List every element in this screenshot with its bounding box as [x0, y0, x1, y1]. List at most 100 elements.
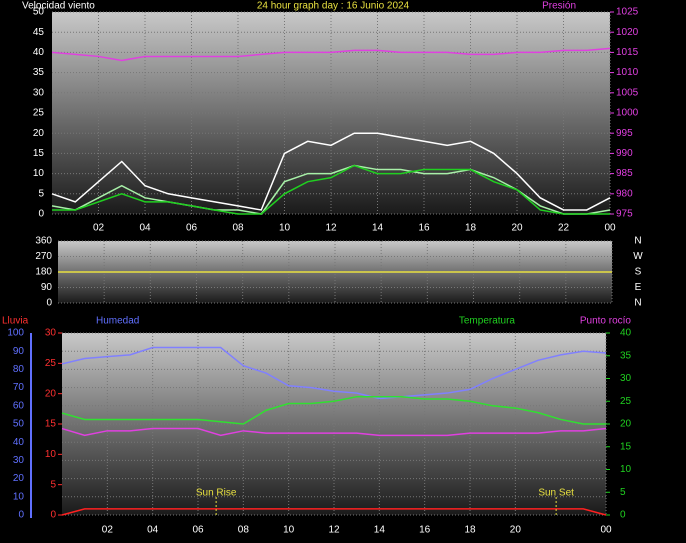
- y-tick-label: 40: [33, 47, 45, 58]
- y2-tick-label: 990: [616, 148, 633, 159]
- y-tick-label: 0: [18, 510, 24, 521]
- y3-axis-label: Lluvia: [2, 316, 29, 327]
- y2-tick-label: 20: [620, 419, 632, 430]
- y2-tick-label: 30: [620, 373, 632, 384]
- y2-axis-label: Presión: [542, 1, 576, 12]
- y-tick-label: 50: [13, 419, 25, 430]
- y2-tick-label: N: [634, 236, 641, 247]
- y2-tick-label: 35: [620, 350, 632, 361]
- y-tick-label: 0: [46, 298, 52, 309]
- y2-tick-label: 1005: [616, 87, 639, 98]
- y2-tick-label: 0: [620, 510, 626, 521]
- x-tick-label: 04: [147, 525, 159, 536]
- y-tick-label: 10: [33, 168, 45, 179]
- y-tick-label: 90: [41, 282, 53, 293]
- y-axis-label: Humedad: [96, 316, 139, 327]
- x-tick-label: 16: [418, 223, 430, 234]
- x-tick-label: 18: [464, 525, 476, 536]
- x-tick-label: 04: [139, 223, 151, 234]
- y-tick-label: 360: [35, 236, 52, 247]
- y3-tick-label: 15: [45, 419, 57, 430]
- y2-tick-label: 10: [620, 464, 632, 475]
- x-tick-label: 16: [419, 525, 431, 536]
- data-line: [61, 395, 606, 425]
- y-tick-label: 0: [38, 209, 44, 220]
- x-tick-label: 12: [328, 525, 340, 536]
- x-tick-label: 08: [232, 223, 244, 234]
- y2-tick-label: 40: [620, 328, 632, 339]
- x-tick-label: 10: [279, 223, 291, 234]
- y2-tick-label: 1000: [616, 108, 639, 119]
- x-tick-label: 08: [238, 525, 250, 536]
- x-tick-label: 18: [465, 223, 477, 234]
- y-tick-label: 5: [38, 188, 44, 199]
- y2-tick-label: 5: [620, 487, 626, 498]
- annotation: Sun Set: [538, 488, 574, 499]
- y-tick-label: 180: [35, 267, 52, 278]
- y-axis-label: Velocidad viento: [22, 1, 95, 12]
- data-line: [52, 164, 610, 215]
- x-tick-label: 02: [102, 525, 114, 536]
- x-tick-label: 10: [283, 525, 295, 536]
- y-tick-label: 45: [33, 27, 45, 38]
- y-tick-label: 70: [13, 382, 25, 393]
- y2-tick-label: 975: [616, 209, 633, 220]
- y2-tick-label: 1010: [616, 67, 639, 78]
- y3-tick-label: 5: [50, 479, 56, 490]
- y-tick-label: 80: [13, 364, 25, 375]
- data-line: [61, 427, 607, 437]
- y2-tick-label: 1020: [616, 27, 639, 38]
- y2-tick-label: 980: [616, 188, 633, 199]
- y-tick-label: 40: [13, 437, 25, 448]
- annotation: Sun Rise: [196, 488, 237, 499]
- x-tick-label: 00: [604, 223, 616, 234]
- y2-tick-label: S: [635, 267, 642, 278]
- y2-tick-label: 1015: [616, 47, 639, 58]
- data-line: [51, 47, 611, 62]
- x-tick-label: 02: [93, 223, 105, 234]
- x-tick-label: 14: [374, 525, 386, 536]
- y2-tick-label: N: [634, 298, 641, 309]
- y-tick-label: 25: [33, 108, 45, 119]
- y2-tick-label: 995: [616, 128, 633, 139]
- x-tick-label: 06: [186, 223, 198, 234]
- y2-axis-label: Temperatura: [459, 316, 516, 327]
- y2-axis-label: Punto rocío: [580, 316, 632, 327]
- y2-tick-label: 1025: [616, 7, 639, 18]
- x-tick-label: 20: [510, 525, 522, 536]
- y-tick-label: 35: [33, 67, 45, 78]
- y-tick-label: 100: [7, 328, 24, 339]
- y2-tick-label: 985: [616, 168, 633, 179]
- y2-tick-label: 15: [620, 441, 632, 452]
- y2-tick-label: E: [635, 282, 642, 293]
- x-tick-label: 06: [192, 525, 204, 536]
- y-tick-label: 50: [33, 7, 45, 18]
- chart-title: 24 hour graph day : 16 Junio 2024: [257, 1, 410, 12]
- y3-tick-label: 20: [45, 388, 57, 399]
- x-tick-label: 12: [325, 223, 337, 234]
- y2-tick-label: 25: [620, 396, 632, 407]
- y-tick-label: 20: [13, 473, 25, 484]
- data-line: [61, 346, 607, 400]
- y-tick-label: 30: [13, 455, 25, 466]
- y-tick-label: 15: [33, 148, 45, 159]
- y-tick-label: 90: [13, 346, 25, 357]
- y3-tick-label: 30: [45, 328, 57, 339]
- x-tick-label: 22: [558, 223, 570, 234]
- data-line: [51, 132, 611, 211]
- x-tick-label: 00: [600, 525, 612, 536]
- y3-tick-label: 25: [45, 358, 57, 369]
- y3-tick-label: 0: [50, 510, 56, 521]
- y2-tick-label: W: [633, 251, 643, 262]
- y-tick-label: 30: [33, 87, 45, 98]
- x-tick-label: 20: [511, 223, 523, 234]
- y-tick-label: 60: [13, 400, 25, 411]
- y-tick-label: 270: [35, 251, 52, 262]
- x-tick-label: 14: [372, 223, 384, 234]
- y-tick-label: 10: [13, 491, 25, 502]
- data-line: [61, 508, 607, 516]
- y-tick-label: 20: [33, 128, 45, 139]
- y3-tick-label: 10: [45, 449, 57, 460]
